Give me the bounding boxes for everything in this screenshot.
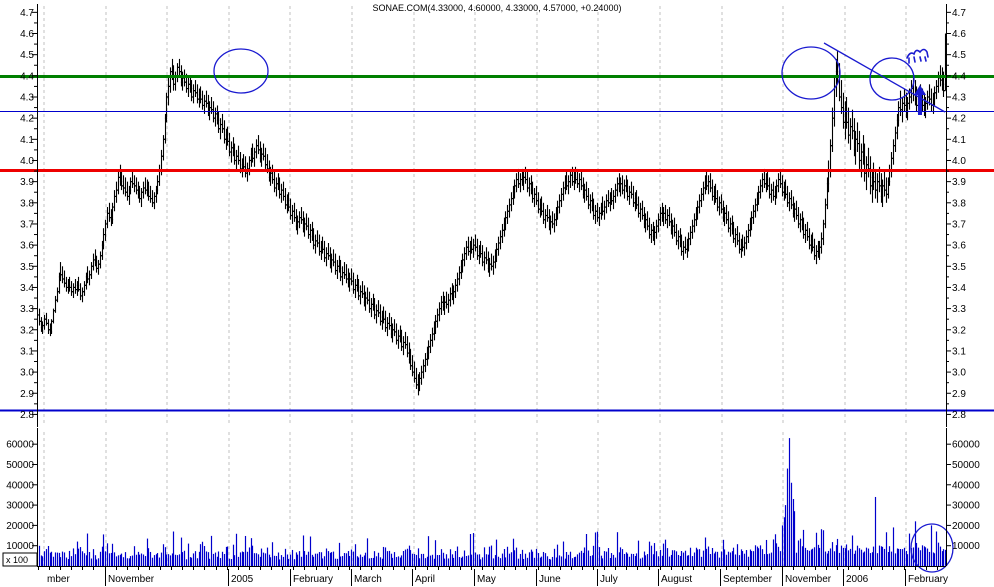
volume-tick-label: 40000: [6, 480, 34, 491]
volume-tick-label: 30000: [952, 501, 980, 512]
x-tick-label: mber: [47, 574, 70, 585]
x-tick-label: 2005: [231, 574, 254, 585]
price-tick-label: 4.3: [952, 92, 966, 103]
price-tick-label: 3.2: [952, 325, 966, 336]
price-tick-label: 2.8: [20, 410, 34, 421]
volume-tick-label: 40000: [952, 480, 980, 491]
ellipse-2005-peak[interactable]: [213, 48, 269, 94]
price-tick-label: 4.1: [952, 135, 966, 146]
hand-scribble-note[interactable]: [906, 48, 929, 64]
ellipse-feb-2006-peak[interactable]: [781, 46, 841, 100]
hand-annotation-layer[interactable]: [213, 42, 954, 573]
price-tick-label: 3.0: [952, 368, 966, 379]
x-tick-label: September: [723, 574, 773, 585]
price-tick-label: 3.3: [952, 304, 966, 315]
price-tick-label: 4.7: [20, 8, 34, 19]
x-tick-label: June: [539, 574, 561, 585]
price-tick-label: 3.3: [20, 304, 34, 315]
price-tick-label: 4.1: [20, 135, 34, 146]
price-tick-label: 2.9: [952, 389, 966, 400]
volume-tick-label: 30000: [6, 501, 34, 512]
price-tick-label: 3.7: [20, 219, 34, 230]
x-tick-label: May: [477, 574, 496, 585]
price-tick-label: 3.8: [20, 198, 34, 209]
price-tick-label: 4.4: [20, 71, 34, 82]
price-tick-label: 4.0: [952, 156, 966, 167]
price-tick-label: 3.9: [952, 177, 966, 188]
axis-layer: 4.7 4.7 4.6 4.6 4.5 4.5 4.4 4.4 4.3 4.3 4.2 4.2 4.1 4…: [6, 4, 980, 566]
volume-tick-label: 20000: [952, 521, 980, 532]
price-tick-label: 3.2: [20, 325, 34, 336]
price-tick-label: 2.8: [952, 410, 966, 421]
x-tick-label: July: [600, 574, 618, 585]
price-tick-label: 3.7: [952, 219, 966, 230]
x-tick-label: April: [415, 574, 435, 585]
volume-tick-label: 10000: [952, 541, 980, 552]
price-tick-label: 4.5: [20, 50, 34, 61]
chart-title: SONAE.COM(4.33000, 4.60000, 4.33000, 4.5…: [373, 3, 622, 13]
price-tick-label: 3.1: [952, 346, 966, 357]
price-tick-label: 3.6: [20, 241, 34, 252]
price-tick-label: 2.9: [20, 389, 34, 400]
price-overlay-lines-layer: [0, 75, 994, 412]
volume-bars-layer: [38, 438, 947, 566]
volume-tick-label: 50000: [952, 460, 980, 471]
price-tick-label: 4.0: [20, 156, 34, 167]
price-tick-label: 4.4: [952, 71, 966, 82]
price-tick-label: 3.5: [952, 262, 966, 273]
price-tick-label: 3.4: [20, 283, 34, 294]
price-tick-label: 3.1: [20, 346, 34, 357]
price-tick-label: 4.6: [20, 29, 34, 40]
price-tick-label: 3.9: [20, 177, 34, 188]
volume-tick-label: 20000: [6, 521, 34, 532]
price-tick-label: 3.8: [952, 198, 966, 209]
volume-unit-label: x 100: [6, 555, 28, 565]
ellipse-volume-recent[interactable]: [910, 523, 954, 573]
price-tick-label: 4.7: [952, 8, 966, 19]
price-tick-label: 4.3: [20, 92, 34, 103]
volume-tick-label: 50000: [6, 460, 34, 471]
x-axis-layer: mber November 2005 February March April May Jun…: [37, 566, 948, 586]
volume-tick-label: 60000: [6, 440, 34, 451]
x-tick-label: November: [108, 574, 155, 585]
volume-tick-label: 60000: [952, 440, 980, 451]
x-tick-label: August: [661, 574, 692, 585]
price-tick-label: 3.6: [952, 241, 966, 252]
x-tick-label: February: [293, 574, 333, 585]
x-tick-label: 2006: [846, 574, 869, 585]
x-tick-label: March: [354, 574, 382, 585]
price-tick-label: 4.6: [952, 29, 966, 40]
x-tick-label: February: [908, 574, 948, 585]
ellipse-april-2006-consolidation[interactable]: [869, 57, 915, 101]
price-bars-layer: [37, 33, 948, 396]
price-tick-label: 4.2: [952, 114, 966, 125]
price-tick-label: 3.5: [20, 262, 34, 273]
price-tick-label: 4.2: [20, 114, 34, 125]
x-tick-label: November: [785, 574, 832, 585]
price-tick-label: 3.0: [20, 368, 34, 379]
price-tick-label: 4.5: [952, 50, 966, 61]
volume-tick-label: 10000: [6, 541, 34, 552]
volume-unit-badge: x 100: [2, 552, 38, 567]
price-tick-label: 3.4: [952, 283, 966, 294]
downtrend-line[interactable]: [823, 42, 946, 113]
grid-layer: [43, 6, 907, 566]
up-arrow-breakout[interactable]: [914, 85, 926, 115]
